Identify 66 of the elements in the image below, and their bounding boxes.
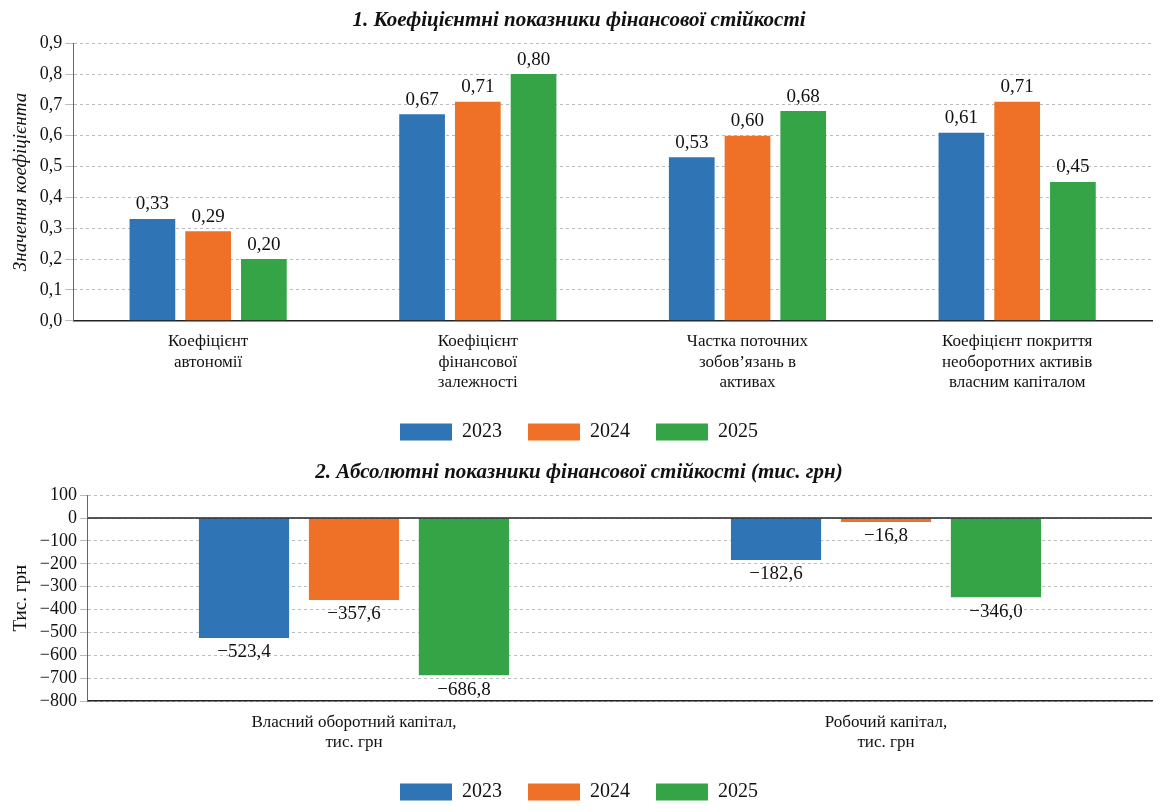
x-tick-label: Власний оборотний капітал, тис. грн — [251, 711, 457, 752]
data-label: 0,68 — [786, 84, 820, 106]
data-label: 0,80 — [516, 47, 551, 69]
bar — [780, 111, 827, 321]
y-tick-label: 0,7 — [39, 93, 63, 114]
y-axis-title: Значення коефіцієнта — [9, 92, 31, 272]
data-label: 0,61 — [944, 106, 979, 128]
data-label: −523,4 — [217, 640, 272, 662]
y-tick-label: 0,8 — [39, 62, 63, 83]
data-label: 0,71 — [1000, 75, 1034, 97]
bar — [399, 114, 445, 321]
y-tick-label: −500 — [39, 621, 77, 642]
data-label: 0,45 — [1056, 155, 1090, 177]
data-label: 0,71 — [461, 75, 495, 97]
chart-title: 1. Коефіцієнтні показники фінансової стійкості — [352, 7, 806, 32]
x-tick-label: Коефіцієнт фінансової залежності — [437, 331, 519, 392]
bar — [129, 219, 176, 321]
y-tick-label: −200 — [39, 552, 77, 573]
bar — [724, 135, 771, 321]
bar — [454, 101, 501, 321]
y-tick-label: 0 — [67, 506, 77, 527]
data-label: 0,29 — [191, 204, 225, 226]
data-label: −16,8 — [864, 524, 908, 546]
legend-label: 2023 — [462, 419, 502, 442]
x-tick-label: Коефіцієнт автономії — [167, 331, 249, 371]
bar — [1050, 182, 1096, 321]
y-tick-label: 0,6 — [39, 124, 63, 145]
y-tick-label: −300 — [39, 575, 77, 596]
bar — [510, 74, 557, 321]
data-label: −686,8 — [437, 677, 491, 699]
y-tick-label: −100 — [39, 529, 77, 550]
legend-label: 2025 — [718, 419, 758, 442]
bar — [938, 132, 985, 321]
y-axis-title: Тис. грн — [9, 564, 31, 632]
bar — [668, 157, 715, 321]
x-tick-label: Частка поточних зобов’язань в активах — [686, 331, 809, 392]
y-tick-label: −800 — [39, 689, 77, 710]
legend-label: 2025 — [718, 779, 758, 802]
y-tick-label: −700 — [39, 667, 77, 688]
y-tick-label: 0,9 — [39, 31, 63, 52]
legend-label: 2023 — [462, 779, 502, 802]
y-tick-label: 0,0 — [39, 309, 63, 330]
data-label: 0,20 — [247, 232, 281, 254]
y-tick-label: 100 — [49, 483, 77, 504]
y-tick-label: −600 — [39, 644, 77, 665]
bar — [185, 231, 231, 321]
data-label: 0,67 — [405, 87, 439, 109]
data-label: −346,0 — [969, 599, 1023, 621]
y-tick-label: −400 — [39, 598, 77, 619]
x-tick-label: Робочий капітал, тис. грн — [824, 711, 948, 752]
x-tick-label: Коефіцієнт покриття необоротних активів власним капіталом — [941, 331, 1093, 392]
data-label: 0,33 — [135, 192, 170, 214]
y-tick-label: 0,5 — [39, 155, 63, 176]
data-label: −357,6 — [327, 602, 381, 624]
y-tick-label: 0,1 — [39, 278, 63, 299]
y-tick-label: 0,2 — [39, 247, 63, 268]
data-label: −182,6 — [749, 562, 803, 584]
y-tick-label: 0,4 — [39, 186, 63, 207]
data-label: 0,53 — [675, 130, 709, 152]
data-label: 0,60 — [730, 109, 765, 131]
legend-label: 2024 — [590, 779, 630, 802]
legend-label: 2024 — [590, 419, 630, 442]
bar — [241, 259, 287, 321]
chart-title: 2. Абсолютні показники фінансової стійкості (тис. грн) — [314, 459, 843, 484]
bar — [994, 101, 1041, 321]
y-tick-label: 0,3 — [39, 217, 63, 237]
